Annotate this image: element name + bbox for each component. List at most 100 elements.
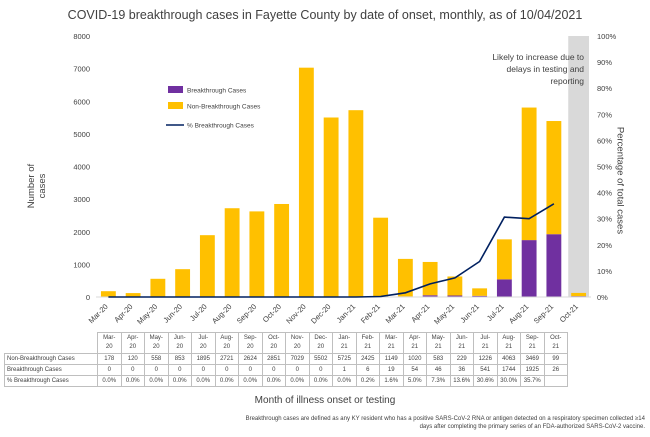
table-cell: 541 — [473, 364, 498, 376]
table-row: Non-Breakthrough Cases 178 120 558 853 1895 27… — [4, 353, 568, 365]
legend-label: Breakthrough Cases — [187, 88, 247, 95]
y2-tick-label: 30% — [597, 215, 612, 224]
table-cell: 0.0% — [261, 375, 286, 387]
x-tick-label: Dec-20 — [309, 302, 332, 325]
bar-breakthrough — [472, 295, 488, 297]
y2-tick-label: 50% — [597, 163, 612, 172]
table-cell: 30.6% — [473, 375, 498, 387]
data-table: Mar- 20 Apr- 20 May- 20 Jun- 20 Jul- 20 Aug- 20 Sep-… — [4, 332, 568, 387]
x-tick-label: Jul-20 — [188, 302, 209, 323]
table-cell: 0 — [120, 364, 145, 376]
y2-tick-label: 40% — [597, 189, 612, 198]
y2-tick-label: 10% — [597, 267, 612, 276]
table-cell: 0 — [144, 364, 169, 376]
y2-tick-label: 80% — [597, 84, 612, 93]
table-cell — [543, 375, 568, 387]
table-cell: 4063 — [496, 353, 521, 365]
table-cell: 1149 — [379, 353, 404, 365]
table-cell: 0 — [191, 364, 216, 376]
table-cell: 0 — [238, 364, 263, 376]
table-cell: 0 — [97, 364, 122, 376]
table-cell: 0.0% — [120, 375, 145, 387]
x-tick-label: Oct-21 — [558, 302, 580, 324]
table-cell: 558 — [144, 353, 169, 365]
bar-breakthrough — [496, 279, 512, 297]
x-tick-label: Oct-20 — [261, 302, 283, 324]
table-header-cell: Dec- 20 — [308, 332, 333, 354]
table-header-cell: May- 21 — [426, 332, 451, 354]
table-header-cell: Sep- 20 — [238, 332, 263, 354]
bar-non-breakthrough — [397, 258, 413, 297]
y-tick-label: 4000 — [73, 163, 90, 172]
bar-non-breakthrough — [422, 261, 438, 296]
y2-tick-label: 70% — [597, 110, 612, 119]
table-cell: 1925 — [520, 364, 545, 376]
table-row-header: Non-Breakthrough Cases — [4, 353, 98, 365]
x-tick-label: Jul-21 — [485, 302, 506, 323]
bar-non-breakthrough — [323, 117, 339, 297]
x-tick-label: Nov-20 — [284, 302, 307, 325]
table-header-cell: Aug- 21 — [496, 332, 521, 354]
table-cell: 7029 — [285, 353, 310, 365]
table-corner — [4, 332, 98, 354]
legend-label: % Breakthrough Cases — [187, 123, 255, 130]
table-cell: 1744 — [496, 364, 521, 376]
table-cell: 19 — [379, 364, 404, 376]
table-cell: 0 — [308, 364, 333, 376]
bar-non-breakthrough — [274, 203, 290, 297]
table-cell: 0.0% — [144, 375, 169, 387]
bar-non-breakthrough — [100, 291, 116, 297]
table-cell: 0.0% — [332, 375, 357, 387]
y-tick-label: 3000 — [73, 195, 90, 204]
table-header-cell: Mar- 20 — [97, 332, 122, 354]
table-header-cell: Apr- 20 — [120, 332, 145, 354]
bar-non-breakthrough — [298, 67, 314, 297]
table-header-cell: Jul- 21 — [473, 332, 498, 354]
table-cell: 1020 — [402, 353, 427, 365]
bar-non-breakthrough — [224, 208, 240, 297]
table-cell: 2721 — [214, 353, 239, 365]
bar-breakthrough — [447, 295, 463, 297]
table-header-cell: Mar- 21 — [379, 332, 404, 354]
table-cell: 583 — [426, 353, 451, 365]
table-cell: 5.0% — [402, 375, 427, 387]
table-cell: 853 — [167, 353, 192, 365]
table-header-cell: Oct- 20 — [261, 332, 286, 354]
table-header-cell: Jan- 21 — [332, 332, 357, 354]
x-tick-label: Apr-20 — [112, 302, 134, 324]
y-axis-label: Number of cases — [26, 163, 48, 209]
bar-breakthrough — [546, 234, 562, 297]
table-cell: 120 — [120, 353, 145, 365]
table-header-cell: Sep- 21 — [520, 332, 545, 354]
bar-non-breakthrough — [472, 288, 488, 296]
table-row-header: Breakthrough Cases — [4, 364, 98, 376]
bar-non-breakthrough — [125, 293, 141, 297]
legend-swatch — [168, 102, 183, 109]
table-cell: 0.0% — [308, 375, 333, 387]
bar-breakthrough — [422, 295, 438, 297]
bar-non-breakthrough — [175, 269, 191, 297]
bar-non-breakthrough — [521, 107, 537, 241]
table-row-header: % Breakthrough Cases — [4, 375, 98, 387]
x-tick-label: Jan-21 — [335, 302, 358, 325]
table-cell: 6 — [355, 364, 380, 376]
table-cell: 0 — [214, 364, 239, 376]
y2-tick-label: 90% — [597, 58, 612, 67]
table-cell: 0.0% — [214, 375, 239, 387]
table-header-cell: Jul- 20 — [191, 332, 216, 354]
table-cell: 35.7% — [520, 375, 545, 387]
table-cell: 2624 — [238, 353, 263, 365]
y-tick-label: 6000 — [73, 97, 90, 106]
table-header-cell: Apr- 21 — [402, 332, 427, 354]
table-cell: 178 — [97, 353, 122, 365]
table-header-cell: May- 20 — [144, 332, 169, 354]
table-cell: 0.0% — [191, 375, 216, 387]
table-cell: 229 — [449, 353, 474, 365]
table-header-cell: Nov- 20 — [285, 332, 310, 354]
table-cell: 1 — [332, 364, 357, 376]
table-cell: 1.6% — [379, 375, 404, 387]
x-tick-label: Aug-20 — [210, 302, 233, 325]
table-cell: 1226 — [473, 353, 498, 365]
y2-tick-label: 100% — [597, 32, 617, 41]
table-cell: 0 — [285, 364, 310, 376]
